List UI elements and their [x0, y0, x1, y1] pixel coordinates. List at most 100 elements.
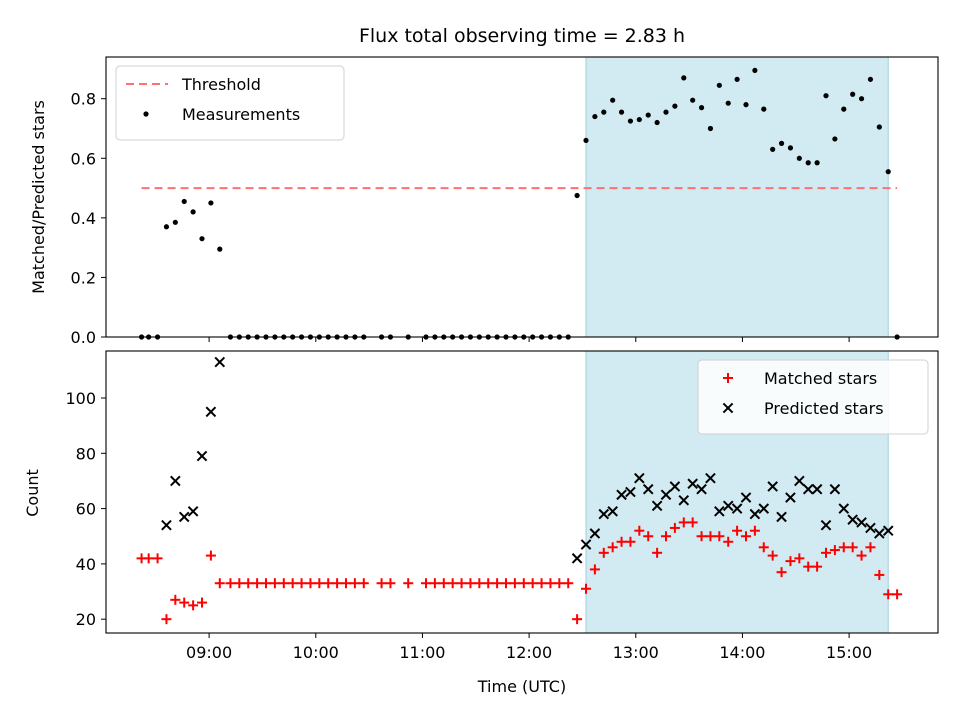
top-point-dot-61 — [707, 125, 714, 132]
bottom-point-x-19 — [678, 494, 690, 506]
bottom-point-plus-25 — [358, 578, 369, 589]
bottom-point-x-36 — [829, 483, 841, 495]
top-point-dot-57 — [672, 103, 678, 109]
bottom-point-plus-63 — [723, 536, 734, 547]
bottom-point-plus-14 — [261, 578, 271, 589]
bottom-legend-swatch-plus — [723, 373, 733, 383]
top-shaded-region — [586, 57, 889, 337]
bottom-point-x-26 — [740, 492, 752, 503]
bottom-point-plus-16 — [278, 578, 289, 589]
bottom-point-x-39 — [856, 517, 867, 528]
bottom-legend-swatch-x — [722, 402, 734, 414]
bottom-point-plus-31 — [438, 578, 449, 589]
top-point-dot-55 — [654, 119, 660, 126]
top-point-dot-78 — [858, 96, 865, 102]
bottom-point-plus-44 — [554, 578, 565, 589]
bottom-point-plus-13 — [252, 578, 263, 589]
bottom-point-plus-45 — [563, 578, 574, 589]
bottom-point-x-14 — [634, 472, 645, 484]
bottom-point-x-10 — [598, 508, 610, 520]
top-point-dot-81 — [885, 169, 891, 175]
top-legend-swatch-dot — [143, 111, 149, 117]
top-point-dot-48 — [592, 113, 598, 120]
bottom-point-plus-64 — [732, 525, 743, 536]
bottom-point-x-35 — [820, 519, 832, 531]
bottom-point-x-20 — [687, 478, 698, 490]
x-tick-label-1: 10:00 — [293, 643, 339, 662]
bottom-point-x-30 — [776, 511, 787, 523]
top-point-dot-74 — [823, 93, 829, 99]
bottom-point-plus-68 — [767, 550, 778, 561]
top-point-dot-51 — [618, 109, 625, 115]
bottom-point-plus-60 — [696, 531, 707, 542]
bottom-point-x-18 — [669, 481, 681, 492]
bottom-point-plus-70 — [785, 556, 796, 567]
top-point-dot-53 — [636, 116, 642, 123]
bottom-point-x-41 — [874, 528, 885, 539]
top-point-dot-69 — [778, 140, 785, 146]
top-y-axis-label: Matched/Predicted stars — [29, 100, 48, 294]
bottom-point-plus-10 — [225, 578, 236, 589]
bottom-point-plus-40 — [518, 578, 529, 589]
top-point-dot-4 — [172, 219, 178, 225]
top-point-dot-71 — [796, 155, 802, 161]
bottom-point-x-5 — [205, 406, 217, 418]
bottom-point-plus-46 — [572, 614, 583, 625]
x-tick-label-6: 15:00 — [826, 643, 872, 662]
bottom-point-plus-72 — [803, 561, 814, 572]
x-tick-label-2: 11:00 — [399, 643, 445, 662]
top-point-dot-68 — [770, 146, 776, 152]
bottom-point-x-25 — [731, 503, 743, 514]
top-point-dot-46 — [574, 192, 580, 199]
bottom-point-plus-24 — [349, 578, 360, 589]
bottom-point-plus-8 — [205, 550, 216, 561]
bottom-point-plus-2 — [152, 553, 163, 564]
top-axes-frame — [105, 56, 939, 338]
bottom-point-plus-41 — [527, 578, 538, 589]
bottom-point-plus-80 — [874, 569, 885, 580]
bottom-point-plus-56 — [661, 531, 671, 542]
top-point-dot-58 — [681, 75, 687, 81]
bottom-point-plus-38 — [501, 578, 511, 589]
x-tick-label-3: 12:00 — [506, 643, 552, 662]
top-point-dot-65 — [743, 102, 749, 108]
bottom-point-plus-77 — [847, 542, 858, 553]
bottom-point-x-21 — [696, 483, 707, 495]
bottom-point-plus-71 — [794, 553, 805, 564]
top-point-dot-52 — [627, 118, 634, 124]
top-point-dot-56 — [663, 109, 669, 115]
bottom-point-x-37 — [838, 503, 850, 514]
bottom-point-plus-65 — [741, 531, 751, 542]
top-y-tick-label-2: 0.4 — [71, 209, 96, 228]
bottom-point-plus-17 — [287, 578, 298, 589]
bottom-point-plus-27 — [385, 578, 396, 589]
bottom-point-plus-32 — [447, 578, 458, 589]
bottom-point-x-16 — [651, 500, 663, 512]
bottom-point-plus-48 — [589, 564, 600, 575]
bottom-point-x-32 — [794, 475, 805, 487]
bottom-point-plus-39 — [509, 578, 520, 589]
bottom-y-tick-label-3: 80 — [76, 444, 96, 463]
top-legend: Threshold Measurements — [115, 65, 345, 141]
bottom-point-x-33 — [802, 483, 814, 495]
bottom-point-x-17 — [660, 489, 672, 501]
bottom-point-x-12 — [616, 489, 627, 501]
bottom-point-plus-58 — [678, 517, 689, 528]
top-point-dot-63 — [725, 100, 731, 106]
bottom-point-plus-66 — [749, 525, 760, 536]
top-y-tick-label-3: 0.6 — [71, 149, 96, 168]
top-point-dot-76 — [841, 106, 847, 112]
bottom-point-plus-23 — [341, 578, 351, 589]
bottom-point-plus-36 — [483, 578, 494, 589]
top-point-dot-47 — [583, 137, 589, 144]
bottom-legend-box — [697, 359, 929, 435]
top-point-dot-66 — [752, 67, 758, 74]
bottom-point-x-1 — [170, 475, 181, 487]
bottom-point-plus-62 — [714, 531, 725, 542]
bottom-point-plus-5 — [179, 597, 190, 608]
bottom-point-plus-59 — [687, 517, 698, 528]
bottom-point-plus-61 — [705, 531, 716, 542]
bottom-series-plus — [136, 517, 903, 625]
x-tick-label-5: 14:00 — [719, 643, 765, 662]
